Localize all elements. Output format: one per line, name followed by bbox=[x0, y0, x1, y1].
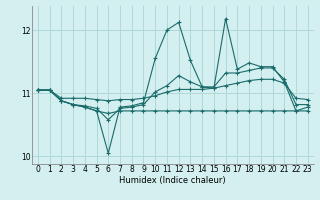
X-axis label: Humidex (Indice chaleur): Humidex (Indice chaleur) bbox=[119, 176, 226, 185]
